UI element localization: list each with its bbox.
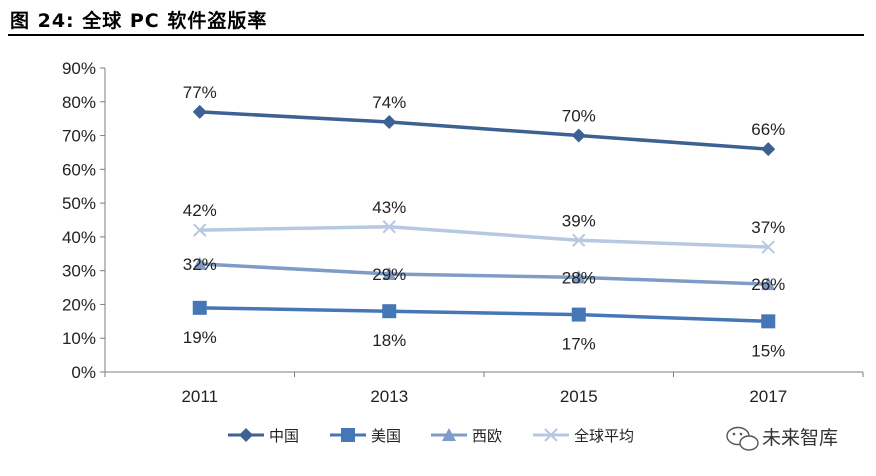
y-tick-label: 20% bbox=[62, 295, 96, 314]
data-label-western_europe: 28% bbox=[562, 268, 596, 287]
y-tick-label: 90% bbox=[62, 59, 96, 78]
series-line-usa bbox=[199, 306, 769, 324]
data-point-usa bbox=[192, 300, 207, 315]
data-label-china: 74% bbox=[372, 93, 406, 112]
y-tick-label: 30% bbox=[62, 262, 96, 281]
title-divider bbox=[8, 34, 864, 36]
data-point-western_europe bbox=[192, 256, 207, 270]
data-label-western_europe: 32% bbox=[183, 255, 217, 274]
y-tick-label: 0% bbox=[71, 363, 96, 382]
series-line-china bbox=[199, 110, 769, 151]
legend-marker bbox=[239, 428, 253, 442]
legend-label: 西欧 bbox=[472, 427, 502, 445]
x-tick-label: 2011 bbox=[181, 387, 218, 406]
y-tick-label: 80% bbox=[62, 93, 96, 112]
cross-stroke bbox=[572, 233, 586, 247]
data-label-usa: 19% bbox=[183, 328, 217, 347]
data-label-global_avg: 39% bbox=[562, 211, 596, 230]
chart-axes: 0% 10% 20% 30% 40% 50% 60% 70% 80% 90% 2011 2013 201… bbox=[62, 59, 864, 406]
legend-item-western_europe: 西欧 bbox=[431, 427, 502, 445]
cross-stroke bbox=[544, 428, 558, 442]
data-label-china: 70% bbox=[562, 107, 596, 126]
x-tick-label: 2017 bbox=[749, 387, 787, 406]
data-label-usa: 17% bbox=[562, 335, 596, 354]
x-tick-label: 2013 bbox=[370, 387, 408, 406]
data-point-china bbox=[571, 128, 586, 143]
data-point-western_europe bbox=[571, 270, 586, 284]
legend-label: 美国 bbox=[371, 427, 401, 445]
cross-stroke bbox=[761, 240, 775, 254]
cross-stroke bbox=[193, 223, 207, 237]
data-label-global_avg: 37% bbox=[751, 218, 785, 237]
data-point-global_avg bbox=[572, 233, 586, 247]
y-tick-label: 70% bbox=[62, 127, 96, 146]
series-global_avg bbox=[193, 220, 775, 254]
legend-item-global_avg: 全球平均 bbox=[533, 427, 634, 445]
legend-item-china: 中国 bbox=[228, 427, 299, 445]
data-label-china: 77% bbox=[183, 83, 217, 102]
legend-label: 中国 bbox=[269, 427, 299, 445]
data-point-china bbox=[761, 142, 776, 157]
legend-label: 全球平均 bbox=[574, 427, 634, 445]
data-label-china: 66% bbox=[751, 120, 785, 139]
data-label-western_europe: 26% bbox=[751, 275, 785, 294]
data-point-global_avg bbox=[193, 223, 207, 237]
data-label-global_avg: 42% bbox=[183, 201, 217, 220]
series-western_europe bbox=[192, 256, 776, 291]
data-point-western_europe bbox=[761, 277, 776, 291]
watermark: 未来智库 bbox=[726, 426, 838, 451]
data-point-global_avg bbox=[382, 220, 396, 234]
y-tick-label: 10% bbox=[62, 329, 96, 348]
data-label-western_europe: 29% bbox=[372, 265, 406, 284]
y-tick-label: 60% bbox=[62, 160, 96, 179]
legend-item-usa: 美国 bbox=[330, 427, 401, 445]
figure-title: 图 24: 全球 PC 软件盗版率 bbox=[10, 10, 268, 32]
data-point-usa bbox=[382, 304, 397, 319]
data-point-usa bbox=[761, 314, 776, 329]
series-line-global_avg bbox=[199, 225, 769, 249]
data-label-usa: 18% bbox=[372, 331, 406, 350]
series-layer bbox=[192, 104, 776, 329]
series-line-western_europe bbox=[199, 262, 769, 286]
data-point-china bbox=[382, 115, 397, 130]
chart-legend: 中国 美国 西欧 全球平均 bbox=[228, 427, 634, 445]
legend-marker bbox=[341, 428, 355, 442]
watermark-text: 未来智库 bbox=[762, 427, 838, 449]
data-point-china bbox=[192, 104, 207, 119]
legend-marker bbox=[544, 428, 558, 442]
series-usa bbox=[192, 300, 776, 329]
data-labels: 77% 74% 70% 66% 19% 18% 17% 15% 32% 29% 28% 26% 42% 4… bbox=[183, 83, 786, 360]
cross-stroke bbox=[382, 220, 396, 234]
y-tick-label: 50% bbox=[62, 194, 96, 213]
wechat-icon bbox=[726, 426, 759, 451]
data-point-usa bbox=[571, 307, 586, 322]
legend-marker bbox=[442, 428, 456, 441]
series-china bbox=[192, 104, 776, 157]
x-tick-label: 2015 bbox=[560, 387, 598, 406]
data-label-usa: 15% bbox=[751, 341, 785, 360]
data-label-global_avg: 43% bbox=[372, 198, 406, 217]
data-point-global_avg bbox=[761, 240, 775, 254]
data-point-western_europe bbox=[382, 267, 397, 281]
y-tick-label: 40% bbox=[62, 228, 96, 247]
